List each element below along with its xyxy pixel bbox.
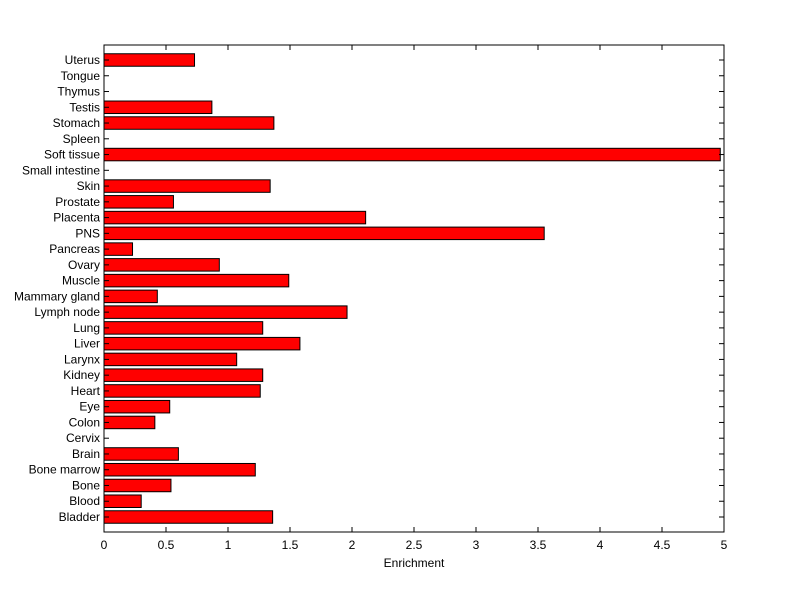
y-tick-label: Testis xyxy=(69,100,100,114)
bar-testis xyxy=(103,100,213,115)
bar-kidney xyxy=(103,368,264,382)
bar-colon xyxy=(103,415,156,430)
bar-lymph-node xyxy=(103,305,348,319)
x-tick-label: 1 xyxy=(225,538,232,552)
bars-layer xyxy=(103,53,721,524)
x-axis-title: Enrichment xyxy=(384,556,445,570)
y-tick-label: Heart xyxy=(71,384,101,398)
x-tick-label: 5 xyxy=(721,538,728,552)
y-tick-label: Lymph node xyxy=(34,305,100,319)
y-tick-label: Tongue xyxy=(61,69,101,83)
y-tick-label: Muscle xyxy=(62,274,100,288)
y-tick-label: Skin xyxy=(77,179,100,193)
x-tick-label: 3 xyxy=(473,538,480,552)
y-tick-label: Mammary gland xyxy=(14,289,100,303)
x-tick-label: 0.5 xyxy=(158,538,175,552)
y-tick-label: Bladder xyxy=(59,510,100,524)
x-tick-label: 1.5 xyxy=(282,538,299,552)
y-tick-label: Stomach xyxy=(53,116,100,130)
y-tick-label: PNS xyxy=(75,226,100,240)
bar-liver xyxy=(103,336,301,351)
bar-uterus xyxy=(103,53,196,67)
y-tick-label: Kidney xyxy=(63,368,100,382)
y-tick-label: Colon xyxy=(69,415,100,429)
x-tick-label: 2.5 xyxy=(406,538,423,552)
y-tick-label: Small intestine xyxy=(22,163,100,177)
y-tick-label: Brain xyxy=(72,447,100,461)
bar-prostate xyxy=(103,195,174,209)
y-tick-label: Bone marrow xyxy=(29,463,101,477)
bar-bladder xyxy=(103,510,274,524)
bar-pns xyxy=(103,226,545,241)
y-tick-label: Blood xyxy=(69,494,100,508)
y-tick-label: Uterus xyxy=(65,53,100,67)
y-tick-label: Ovary xyxy=(68,258,100,272)
y-tick-label: Soft tissue xyxy=(44,148,100,162)
y-tick-label: Pancreas xyxy=(49,242,100,256)
bar-soft-tissue xyxy=(103,147,721,162)
y-tick-label: Thymus xyxy=(57,85,100,99)
y-tick-label: Lung xyxy=(73,321,100,335)
y-tick-label: Liver xyxy=(74,337,100,351)
bar-mammary-gland xyxy=(103,289,158,304)
bar-ovary xyxy=(103,258,220,272)
ticks-layer xyxy=(103,45,725,532)
bar-placenta xyxy=(103,210,367,225)
y-tick-label: Placenta xyxy=(53,211,100,225)
bar-heart xyxy=(103,384,261,398)
bar-skin xyxy=(103,179,271,193)
bar-eye xyxy=(103,399,171,414)
bar-stomach xyxy=(103,116,275,130)
y-tick-label: Cervix xyxy=(66,431,100,445)
y-tick-label: Larynx xyxy=(64,352,100,366)
x-tick-label: 2 xyxy=(349,538,356,552)
bar-brain xyxy=(103,447,179,461)
bar-bone xyxy=(103,478,172,493)
x-tick-label: 4 xyxy=(597,538,604,552)
y-tick-label: Bone xyxy=(72,478,100,492)
bar-blood xyxy=(103,494,142,508)
bar-larynx xyxy=(103,352,238,367)
y-tick-label: Spleen xyxy=(63,132,100,146)
y-tick-label: Eye xyxy=(79,400,100,414)
bar-muscle xyxy=(103,273,290,288)
bar-bone-marrow xyxy=(103,462,256,477)
x-tick-label: 3.5 xyxy=(530,538,547,552)
x-tick-label: 0 xyxy=(101,538,108,552)
y-tick-label: Prostate xyxy=(55,195,100,209)
x-tick-label: 4.5 xyxy=(654,538,671,552)
bar-lung xyxy=(103,321,264,335)
